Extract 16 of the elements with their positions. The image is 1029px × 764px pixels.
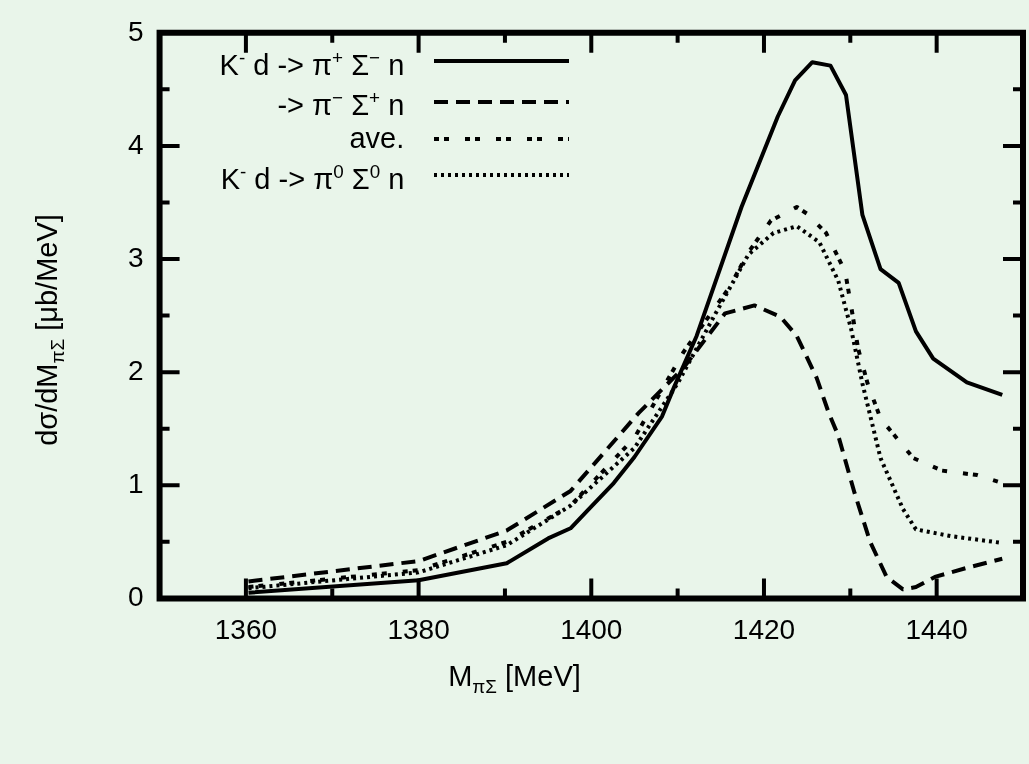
x-axis-title: M$_{πΣ}$ [MeV]: [447, 660, 582, 699]
legend-label: -> π$^{−}$ Σ$^{+}$ n: [277, 86, 405, 123]
legend-label: ave.: [349, 122, 405, 156]
x-tick-label: 1400: [560, 613, 623, 645]
y-tick-label: 2: [127, 354, 144, 386]
legend-label: K$^{-}$ d -> π$^{+}$ Σ$^{−}$ n: [219, 45, 405, 82]
x-tick-label: 1360: [214, 613, 278, 645]
legend-label: K$^{-}$ d -> π$^{0}$ Σ$^{0}$ n: [220, 160, 405, 196]
x-tick-label: 1440: [905, 613, 968, 645]
y-tick-label: 3: [127, 241, 144, 273]
y-tick-label: 1: [127, 468, 144, 499]
y-tick-label: 5: [127, 15, 144, 47]
y-tick-label: 4: [127, 128, 144, 160]
x-tick-label: 1380: [387, 613, 450, 645]
x-tick-label: 1420: [732, 613, 796, 645]
y-tick-label: 0: [127, 581, 144, 613]
